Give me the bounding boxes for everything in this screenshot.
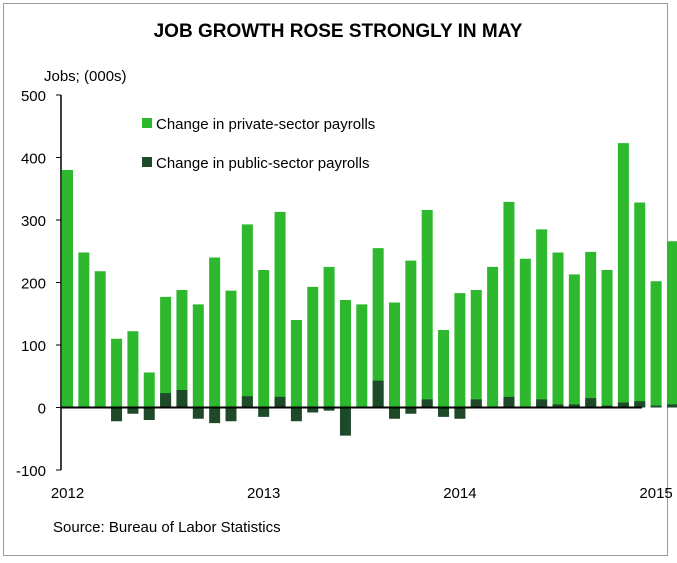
- bar-public-payrolls: [307, 407, 319, 413]
- x-year-label: 2012: [51, 485, 84, 502]
- y-tick-label: 400: [21, 151, 46, 168]
- bar-private-payrolls: [585, 251, 597, 408]
- y-axis-label: Jobs; (000s): [44, 68, 127, 85]
- bar-private-payrolls: [519, 258, 531, 408]
- bar-private-payrolls: [421, 210, 433, 408]
- bar-private-payrolls: [160, 296, 172, 408]
- bar-public-payrolls: [421, 399, 433, 408]
- bar-public-payrolls: [209, 407, 221, 424]
- bar-private-payrolls: [405, 260, 417, 408]
- bar-public-payrolls: [634, 401, 646, 408]
- bar-private-payrolls: [94, 271, 106, 408]
- bar-private-payrolls: [438, 330, 450, 408]
- bar-private-payrolls: [601, 270, 613, 408]
- bar-public-payrolls: [241, 396, 253, 408]
- bar-private-payrolls: [454, 293, 466, 408]
- bar-public-payrolls: [405, 407, 417, 414]
- bar-public-payrolls: [192, 407, 204, 419]
- y-tick-label: 0: [38, 401, 46, 418]
- bar-public-payrolls: [585, 398, 597, 408]
- bar-private-payrolls: [78, 252, 90, 408]
- bar-public-payrolls: [536, 399, 548, 408]
- y-tick-label: 300: [21, 213, 46, 230]
- legend-swatch-public: [142, 157, 152, 167]
- y-tick-label: 500: [21, 88, 46, 105]
- bar-private-payrolls: [568, 274, 580, 408]
- bar-public-payrolls: [176, 390, 188, 408]
- bar-public-payrolls: [438, 407, 450, 417]
- legend-label-public: Change in public-sector payrolls: [156, 155, 369, 172]
- bar-private-payrolls: [323, 266, 335, 408]
- bar-public-payrolls: [503, 396, 515, 408]
- bar-public-payrolls: [225, 407, 237, 422]
- bar-public-payrolls: [389, 407, 400, 419]
- x-year-label: 2014: [443, 485, 476, 502]
- bar-private-payrolls: [274, 211, 286, 408]
- bar-private-payrolls: [634, 202, 646, 408]
- bar-private-payrolls: [290, 320, 302, 408]
- bar-private-payrolls: [470, 290, 482, 408]
- bar-private-payrolls: [389, 302, 400, 408]
- bar-public-payrolls: [323, 407, 335, 411]
- bar-public-payrolls: [258, 407, 270, 417]
- source-note: Source: Bureau of Labor Statistics: [53, 519, 281, 536]
- bar-private-payrolls: [176, 290, 188, 408]
- bar-public-payrolls: [454, 407, 466, 419]
- bar-private-payrolls: [127, 331, 139, 408]
- bar-private-payrolls: [617, 143, 629, 408]
- bar-private-payrolls: [487, 266, 499, 408]
- bar-public-payrolls: [143, 407, 155, 420]
- bar-private-payrolls: [307, 286, 319, 408]
- bar-private-payrolls: [111, 338, 123, 408]
- bar-private-payrolls: [209, 257, 221, 408]
- bar-public-payrolls: [568, 404, 580, 408]
- x-year-label: 2013: [247, 485, 280, 502]
- bar-public-payrolls: [666, 404, 677, 408]
- bar-private-payrolls: [225, 290, 237, 408]
- bar-private-payrolls: [552, 252, 564, 408]
- bar-public-payrolls: [111, 407, 123, 422]
- legend: Change in private-sector payrolls Change…: [142, 116, 375, 172]
- legend-swatch-private: [142, 118, 152, 128]
- y-tick-label: -100: [16, 463, 46, 480]
- bar-public-payrolls: [470, 399, 482, 408]
- bar-private-payrolls: [339, 300, 351, 408]
- bar-public-payrolls: [617, 402, 629, 408]
- bar-private-payrolls: [536, 229, 548, 408]
- bars: [62, 143, 677, 436]
- bar-private-payrolls: [356, 304, 368, 408]
- bar-private-payrolls: [62, 170, 73, 408]
- bar-private-payrolls: [666, 241, 677, 408]
- bar-private-payrolls: [143, 372, 155, 408]
- bar-public-payrolls: [290, 407, 302, 422]
- bar-public-payrolls: [160, 393, 172, 408]
- bar-public-payrolls: [552, 404, 564, 408]
- legend-label-private: Change in private-sector payrolls: [156, 116, 375, 133]
- bar-private-payrolls: [372, 248, 384, 408]
- bar-private-payrolls: [650, 281, 662, 408]
- bar-private-payrolls: [258, 270, 270, 408]
- x-axis-labels: 2012 2013 2014 2015: [51, 485, 673, 502]
- bar-private-payrolls: [192, 304, 204, 408]
- y-tick-label: 200: [21, 276, 46, 293]
- bar-private-payrolls: [241, 224, 253, 408]
- bar-public-payrolls: [650, 405, 662, 408]
- bar-public-payrolls: [372, 380, 384, 408]
- chart-title: JOB GROWTH ROSE STRONGLY IN MAY: [154, 21, 523, 42]
- y-axis-ticks: 500 400 300 200 100 0 -100: [16, 88, 61, 480]
- axes: [60, 95, 642, 470]
- x-year-label: 2015: [639, 485, 672, 502]
- bar-public-payrolls: [339, 407, 351, 436]
- y-tick-label: 100: [21, 338, 46, 355]
- bar-public-payrolls: [127, 407, 139, 414]
- bar-public-payrolls: [274, 396, 286, 408]
- bar-private-payrolls: [503, 201, 515, 408]
